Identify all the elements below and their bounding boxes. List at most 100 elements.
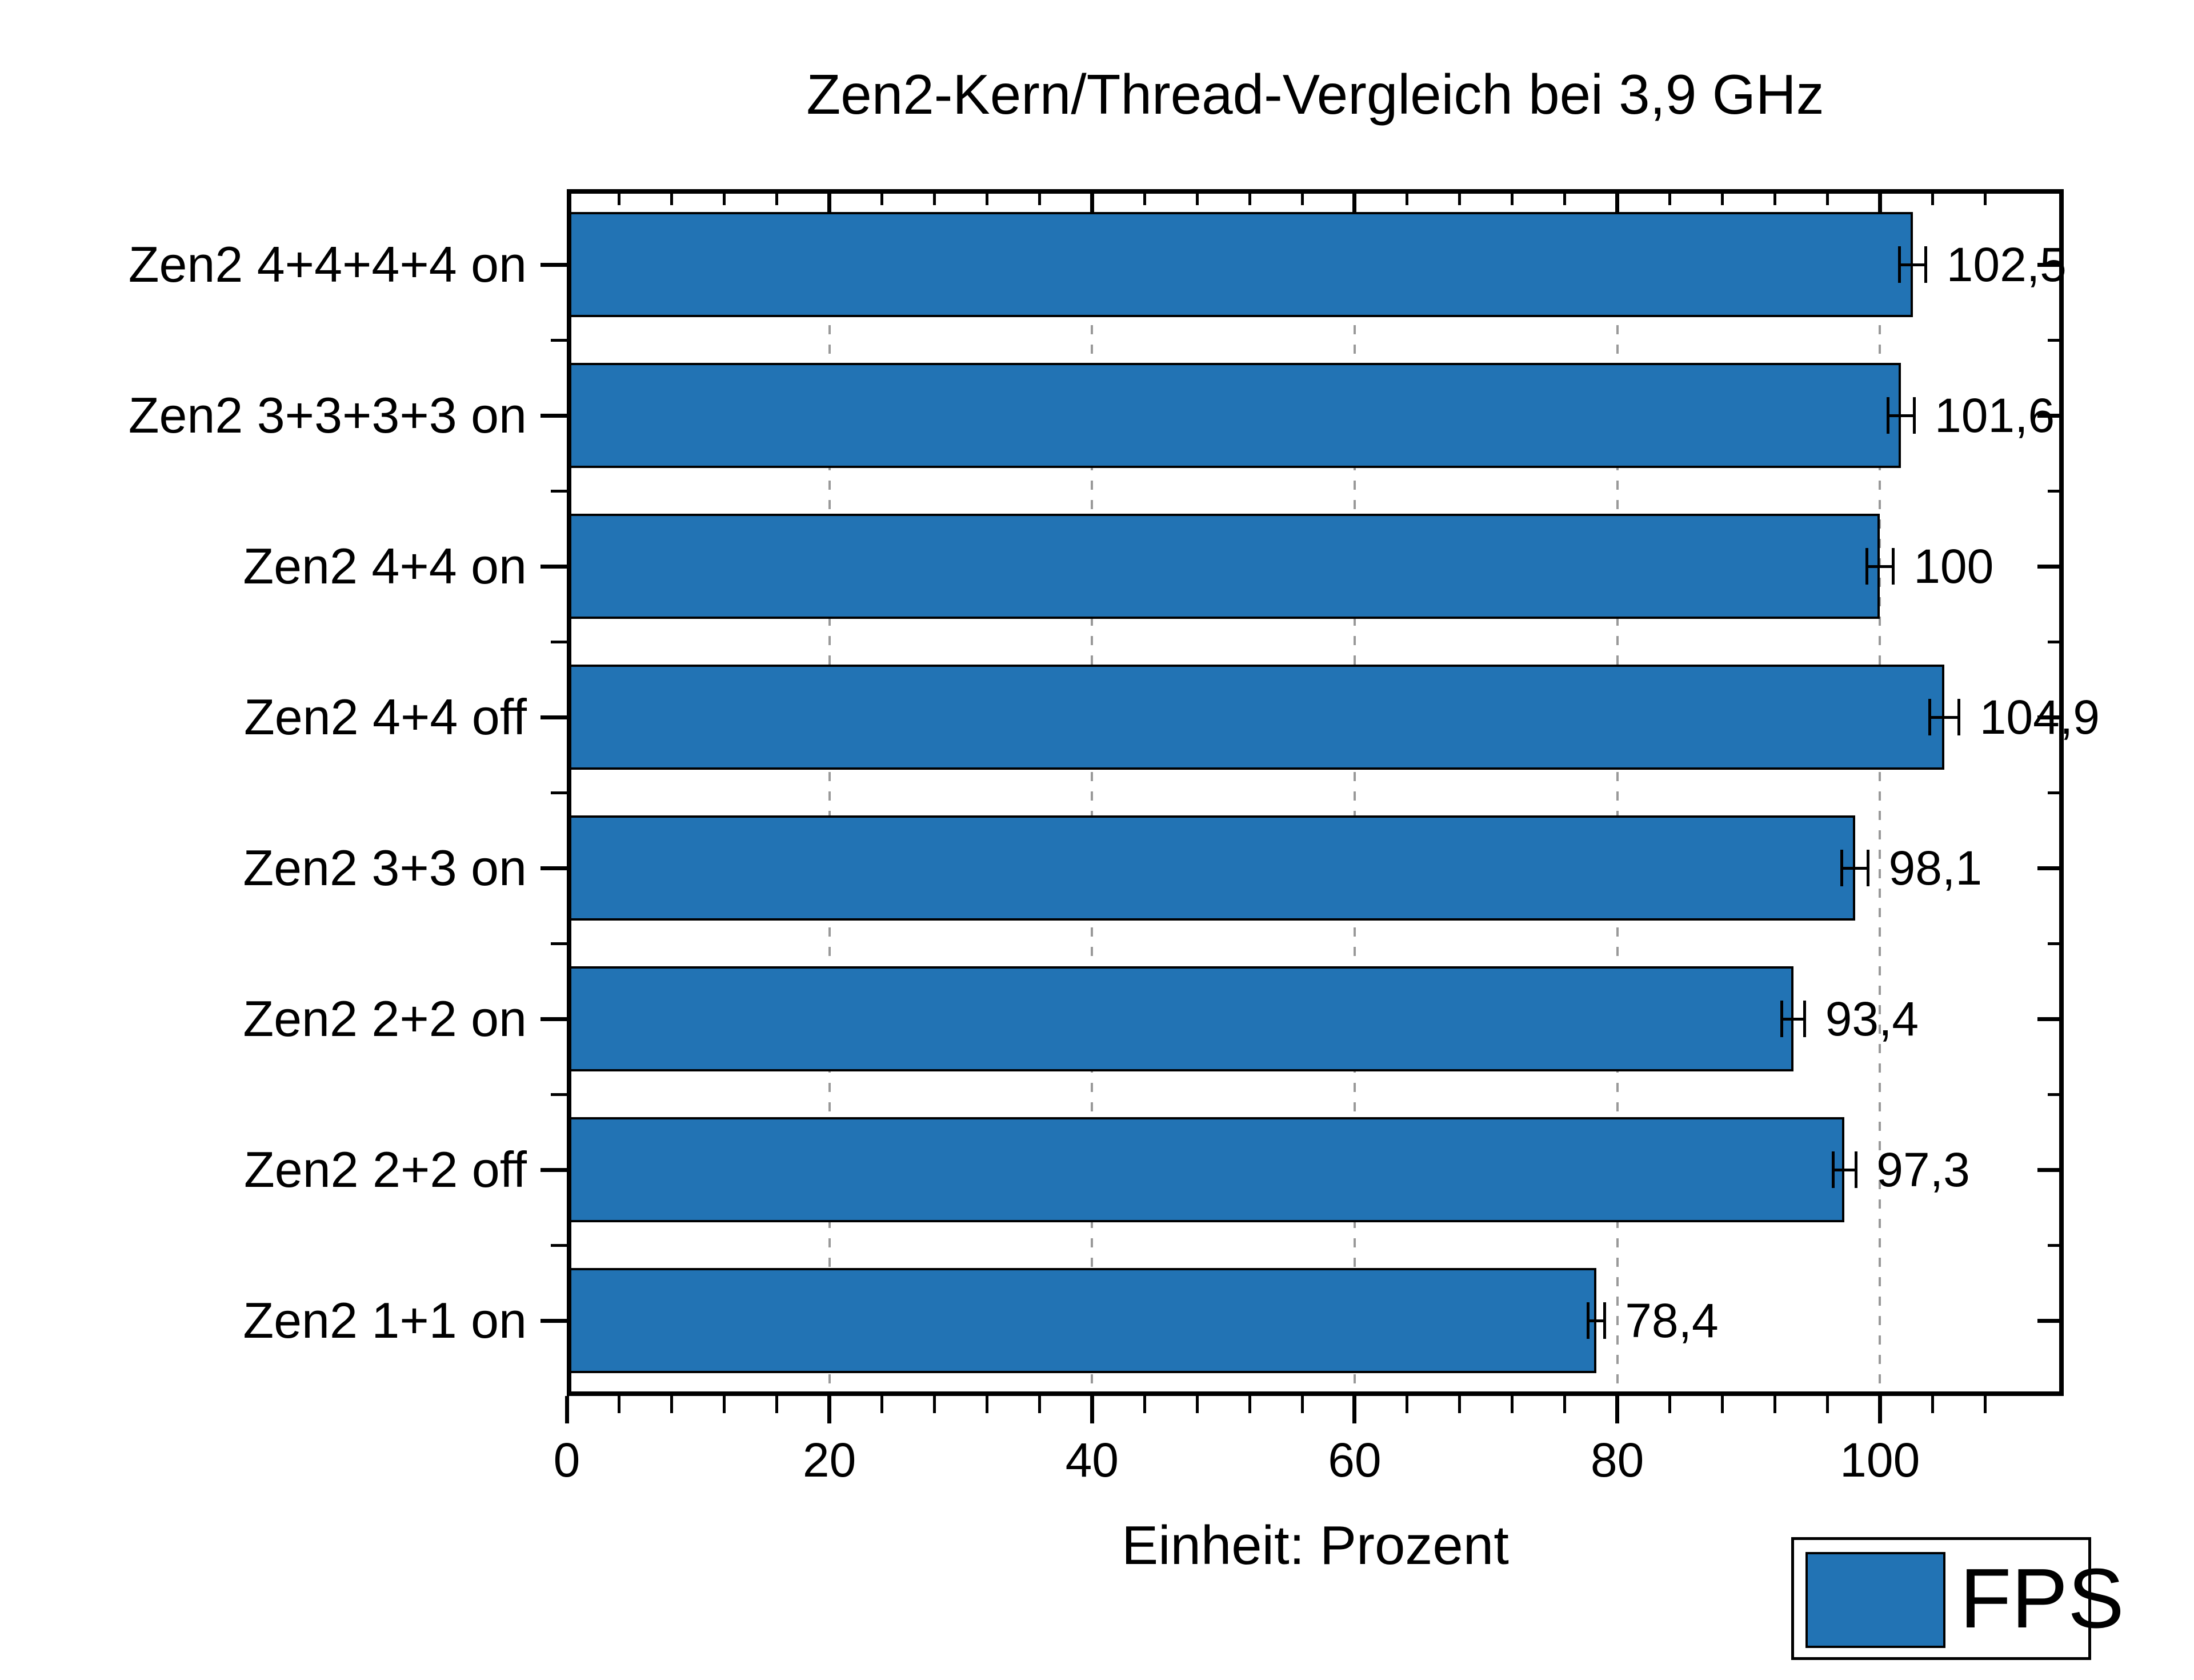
gridline-x-100 bbox=[1879, 189, 1881, 1396]
error-bar-cap-left bbox=[1865, 548, 1868, 585]
x-minor-tick-top bbox=[1720, 189, 1724, 205]
x-major-tick-top bbox=[827, 189, 832, 214]
x-minor-tick-bottom bbox=[1931, 1396, 1934, 1413]
error-bar-cap-left bbox=[1886, 397, 1889, 434]
error-bar-cap-right bbox=[1957, 699, 1961, 735]
y-major-tick-right bbox=[2037, 1167, 2064, 1172]
x-minor-tick-bottom bbox=[723, 1396, 726, 1413]
x-major-tick-top bbox=[1090, 189, 1094, 214]
bar-8 bbox=[567, 1268, 1596, 1373]
bar-5 bbox=[567, 815, 1855, 921]
error-bar-line bbox=[1841, 866, 1868, 870]
x-minor-tick-top bbox=[723, 189, 726, 205]
x-minor-tick-bottom bbox=[1563, 1396, 1567, 1413]
value-label: 97,3 bbox=[1876, 1143, 1970, 1197]
y-major-tick-left bbox=[541, 262, 567, 267]
x-minor-tick-top bbox=[1983, 189, 1987, 205]
bar-7 bbox=[567, 1117, 1845, 1222]
x-major-tick-bottom bbox=[827, 1396, 832, 1423]
chart-title: Zen2-Kern/Thread-Vergleich bei 3,9 GHz bbox=[806, 63, 1824, 126]
y-major-tick-right bbox=[2037, 715, 2064, 719]
x-minor-tick-top bbox=[933, 189, 936, 205]
x-minor-tick-bottom bbox=[670, 1396, 674, 1413]
x-tick-label: 40 bbox=[1065, 1433, 1119, 1487]
error-bar-cap-right bbox=[1891, 548, 1895, 585]
x-minor-tick-top bbox=[618, 189, 621, 205]
y-major-tick-left bbox=[541, 1318, 567, 1323]
y-major-tick-right bbox=[2037, 866, 2064, 870]
error-bar-cap-right bbox=[1603, 1302, 1606, 1339]
legend-label: FPS bbox=[1960, 1551, 2124, 1646]
error-bar-cap-left bbox=[1586, 1302, 1590, 1339]
x-tick-label: 100 bbox=[1840, 1433, 1920, 1487]
error-bar-cap-left bbox=[1840, 850, 1844, 886]
value-label: 98,1 bbox=[1888, 841, 1983, 895]
legend: FPS bbox=[1791, 1537, 2124, 1660]
x-major-tick-bottom bbox=[1352, 1396, 1357, 1423]
value-label: 100 bbox=[1913, 539, 1994, 593]
y-minor-tick-right bbox=[2048, 489, 2064, 493]
y-minor-tick-left bbox=[551, 791, 567, 794]
category-label: Zen2 1+1 on bbox=[243, 1292, 527, 1349]
x-minor-tick-top bbox=[775, 189, 779, 205]
x-tick-label: 0 bbox=[553, 1433, 580, 1487]
error-bar-cap-right bbox=[1912, 397, 1916, 434]
x-minor-tick-bottom bbox=[1458, 1396, 1462, 1413]
x-minor-tick-bottom bbox=[1143, 1396, 1146, 1413]
x-minor-tick-top bbox=[1248, 189, 1251, 205]
error-bar-line bbox=[1899, 263, 1926, 266]
x-axis-title: Einheit: Prozent bbox=[1122, 1515, 1509, 1576]
y-major-tick-right bbox=[2037, 262, 2064, 267]
error-bar-line bbox=[1929, 715, 1959, 719]
y-minor-tick-right bbox=[2048, 1093, 2064, 1096]
bar-6 bbox=[567, 966, 1793, 1071]
y-major-tick-left bbox=[541, 564, 567, 569]
x-major-tick-top bbox=[1877, 189, 1882, 214]
bar-1 bbox=[567, 212, 1913, 317]
y-minor-tick-left bbox=[551, 640, 567, 643]
y-major-tick-right bbox=[2037, 1017, 2064, 1021]
value-label: 101,6 bbox=[1935, 389, 2055, 442]
x-minor-tick-top bbox=[1038, 189, 1041, 205]
x-major-tick-bottom bbox=[1877, 1396, 1882, 1423]
x-major-tick-top bbox=[1615, 189, 1620, 214]
y-major-tick-right bbox=[2037, 564, 2064, 569]
gridline-x-80 bbox=[1616, 189, 1619, 1396]
error-bar-line bbox=[1781, 1017, 1805, 1021]
x-minor-tick-bottom bbox=[1720, 1396, 1724, 1413]
category-label: Zen2 4+4+4+4 on bbox=[128, 236, 527, 293]
y-major-tick-left bbox=[541, 715, 567, 719]
x-minor-tick-top bbox=[1931, 189, 1934, 205]
x-major-tick-bottom bbox=[1090, 1396, 1094, 1423]
x-minor-tick-bottom bbox=[1773, 1396, 1776, 1413]
y-minor-tick-left bbox=[551, 1243, 567, 1247]
y-minor-tick-right bbox=[2048, 1243, 2064, 1247]
error-bar-line bbox=[1588, 1319, 1605, 1322]
category-label: Zen2 3+3 on bbox=[243, 839, 527, 896]
error-bar-cap-right bbox=[1924, 246, 1928, 283]
x-minor-tick-top bbox=[1406, 189, 1409, 205]
x-major-tick-bottom bbox=[564, 1396, 569, 1423]
x-minor-tick-top bbox=[1511, 189, 1514, 205]
gridline-x-20 bbox=[828, 189, 831, 1396]
x-minor-tick-bottom bbox=[880, 1396, 884, 1413]
error-bar-cap-right bbox=[1854, 1151, 1857, 1188]
x-minor-tick-top bbox=[1825, 189, 1829, 205]
y-major-tick-left bbox=[541, 866, 567, 870]
x-minor-tick-bottom bbox=[618, 1396, 621, 1413]
y-major-tick-right bbox=[2037, 1318, 2064, 1323]
error-bar-cap-left bbox=[1780, 1001, 1783, 1037]
error-bar-cap-left bbox=[1928, 699, 1931, 735]
y-major-tick-left bbox=[541, 413, 567, 418]
y-minor-tick-left bbox=[551, 942, 567, 945]
category-label: Zen2 2+2 off bbox=[244, 1141, 527, 1198]
y-minor-tick-right bbox=[2048, 791, 2064, 794]
value-label: 93,4 bbox=[1825, 992, 1919, 1046]
x-minor-tick-top bbox=[1668, 189, 1672, 205]
x-minor-tick-bottom bbox=[1195, 1396, 1199, 1413]
x-minor-tick-top bbox=[1458, 189, 1462, 205]
x-major-tick-bottom bbox=[1615, 1396, 1620, 1423]
x-minor-tick-bottom bbox=[985, 1396, 988, 1413]
x-minor-tick-bottom bbox=[1668, 1396, 1672, 1413]
